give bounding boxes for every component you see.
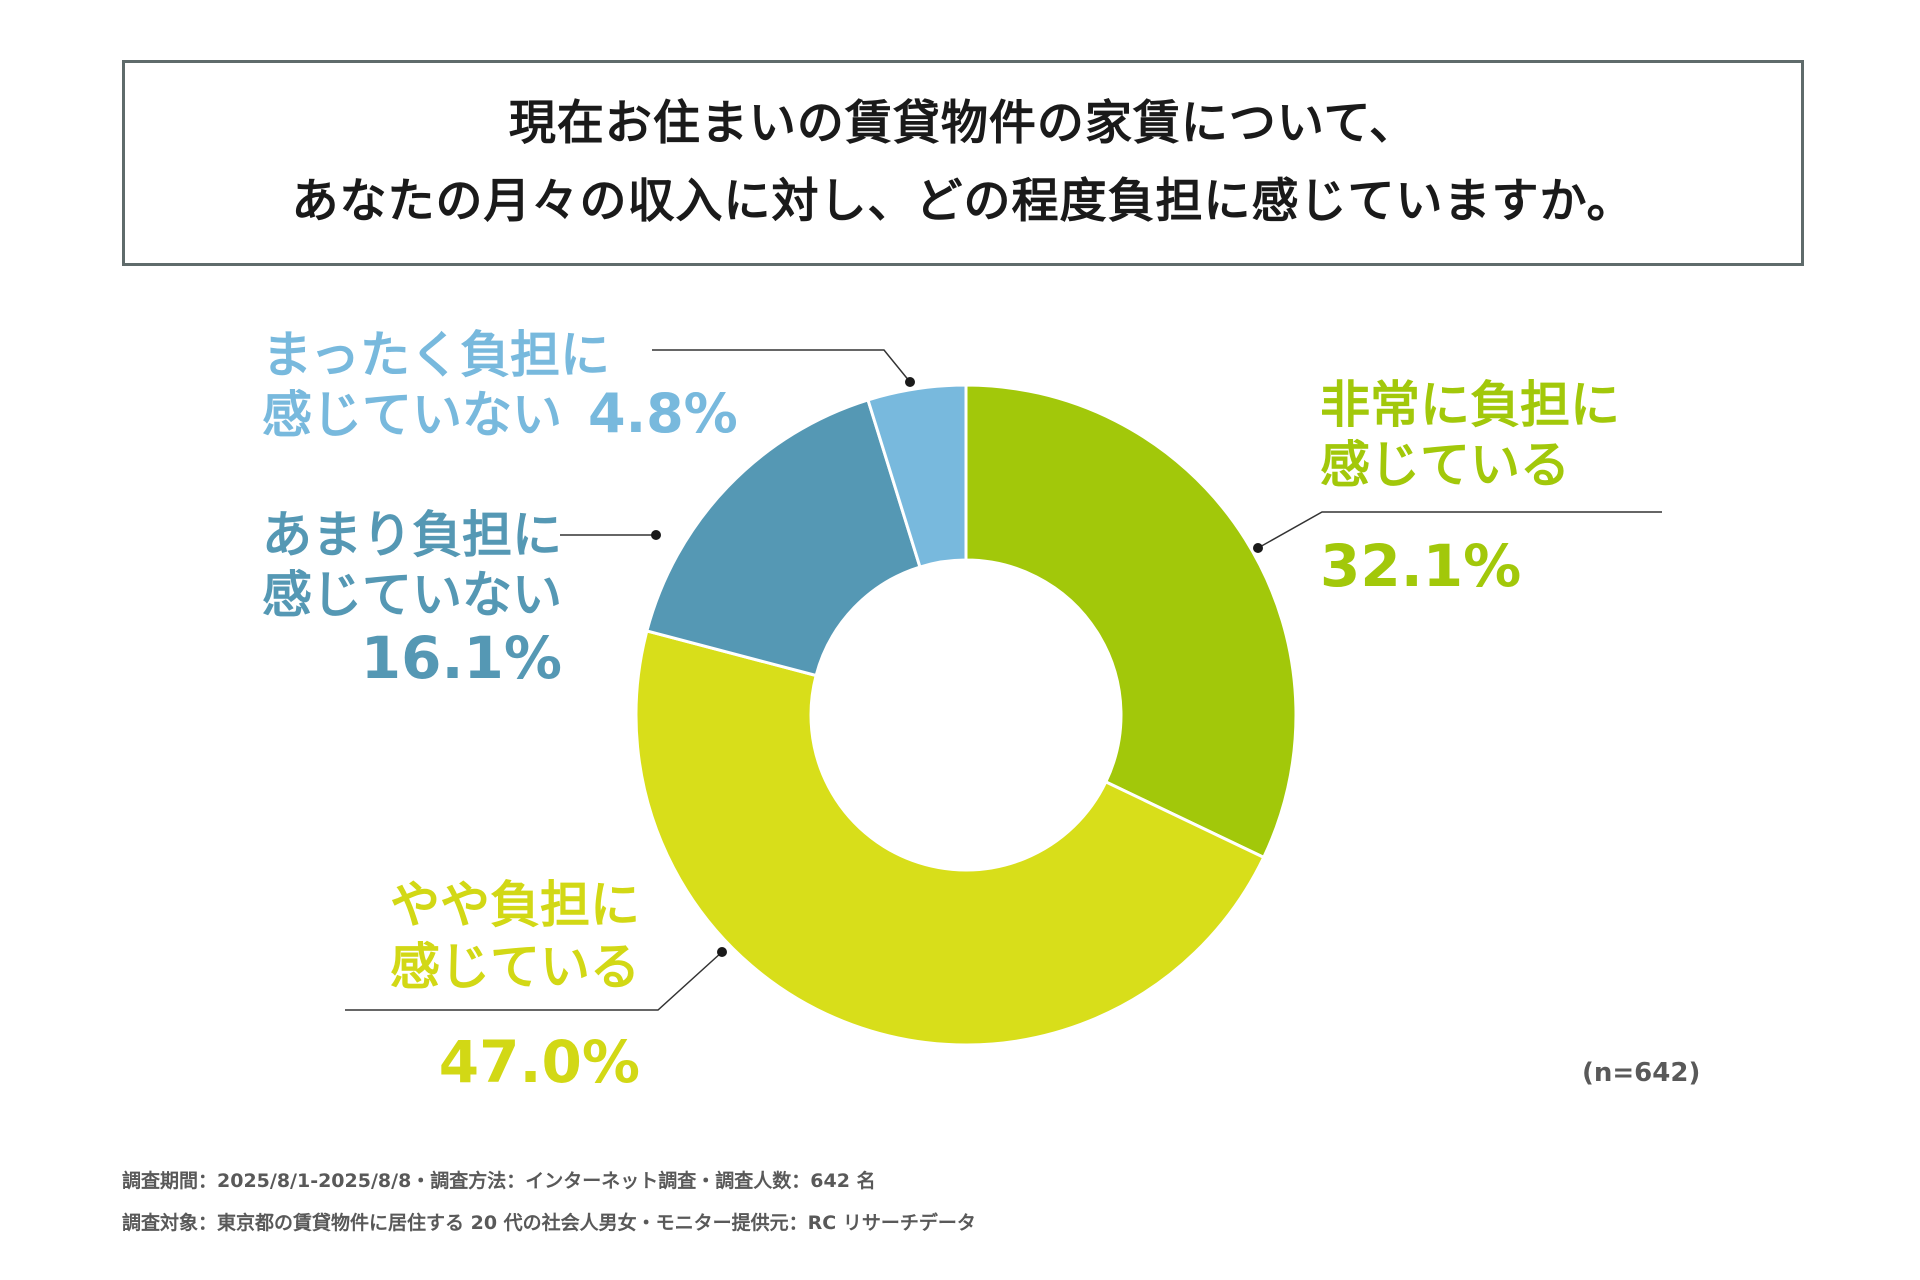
- slice-label-very-burdened: 非常に負担に 感じている 32.1%: [1320, 376, 1620, 600]
- slice-label-not-at-all-line-1: まったく負担に: [262, 326, 610, 384]
- slice-label-not-much-line-1: あまり負担に: [262, 506, 562, 564]
- leader-line-very: [1257, 511, 1662, 549]
- footer-survey-period: 調査期間：2025/8/1-2025/8/8・調査方法：インターネット調査・調査…: [122, 1170, 876, 1192]
- leader-line-not-at-all: [652, 349, 911, 383]
- slice-label-somewhat-line-1: やや負担に: [390, 876, 640, 934]
- slice-value-very: 32.1%: [1320, 532, 1521, 600]
- donut-slice-very: [964, 383, 1298, 860]
- leader-lines: [345, 349, 1662, 1011]
- slice-label-not-at-all-burdened: まったく負担に 感じていない 4.8%: [262, 326, 738, 445]
- survey-footer: 調査期間：2025/8/1-2025/8/8・調査方法：インターネット調査・調査…: [122, 1160, 976, 1244]
- slice-label-very-line-2: 感じている: [1320, 436, 1570, 494]
- slice-value-not-at-all: 4.8%: [588, 382, 738, 445]
- slice-label-not-at-all-line-2-text: 感じていない: [262, 386, 562, 444]
- leader-dot-very: [1253, 543, 1263, 553]
- slice-value-somewhat: 47.0%: [439, 1028, 640, 1096]
- slice-value-not-much: 16.1%: [361, 624, 562, 692]
- donut-slices: [634, 383, 1298, 1047]
- donut-slice-not-much: [645, 398, 922, 678]
- sample-size: (n=642): [1582, 1058, 1701, 1088]
- footer-survey-target: 調査対象：東京都の賃貸物件に居住する 20 代の社会人男女・モニター提供元：RC…: [122, 1212, 976, 1234]
- leader-dots: [651, 377, 1263, 957]
- slice-label-somewhat-line-2: 感じている: [390, 938, 640, 996]
- chart-title-line-2: あなたの月々の収入に対し、どの程度負担に感じていますか。: [291, 174, 1635, 229]
- slice-label-somewhat-burdened: やや負担に 感じている 47.0%: [390, 876, 640, 1096]
- chart-title-line-1: 現在お住まいの賃貸物件の家賃について、: [508, 96, 1418, 151]
- slice-label-not-much-line-2: 感じていない: [262, 566, 562, 624]
- slice-label-very-line-1: 非常に負担に: [1320, 376, 1620, 434]
- chart-title-box: 現在お住まいの賃貸物件の家賃について、 あなたの月々の収入に対し、どの程度負担に…: [122, 60, 1804, 266]
- leader-line-somewhat: [345, 951, 723, 1011]
- leader-dot-somewhat: [717, 947, 727, 957]
- donut-slice-somewhat: [634, 629, 1266, 1047]
- donut-slice-not-at-all: [866, 383, 968, 569]
- leader-dot-not-much: [651, 530, 661, 540]
- slice-label-not-at-all-line-2: 感じていない 4.8%: [262, 382, 738, 445]
- slice-label-not-much-burdened: あまり負担に 感じていない 16.1%: [262, 506, 562, 692]
- leader-dot-not-at-all: [905, 377, 915, 387]
